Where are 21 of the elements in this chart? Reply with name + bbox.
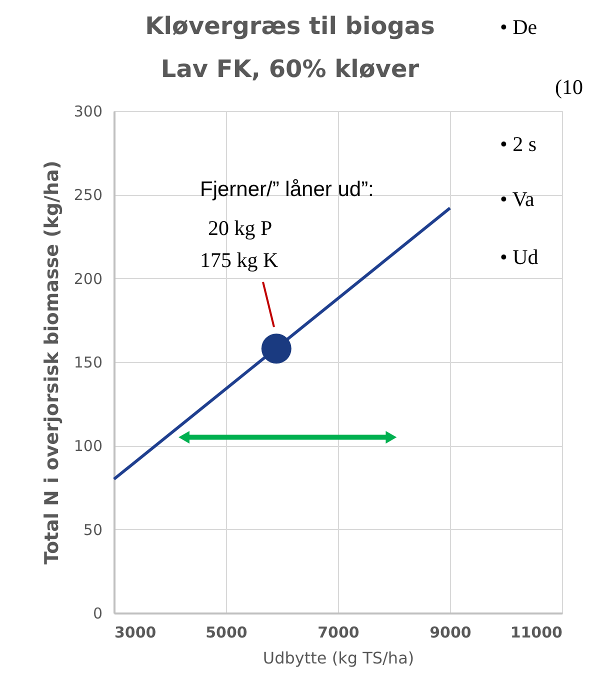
chart-title: Kløvergræs til biogas Lav FK, 60% kløver [145,12,435,83]
y-axis-title: Total N i overjorsisk biomasse (kg/ha) [40,160,63,564]
y-tick-label: 300 [74,102,102,120]
annotation: • Ud [500,245,539,269]
y-tick-label: 50 [83,520,102,539]
x-tick-label: 7000 [318,624,360,642]
y-tick-label: 200 [74,270,102,288]
text: (10 [555,75,583,99]
x-tick-label: 11000 [510,624,562,642]
y-tick-label: 0 [92,604,102,622]
annotation: • 2 s [500,132,537,156]
y-tick-label: 150 [74,354,102,372]
text: • De [500,15,538,39]
y-tick-label: 100 [74,437,102,456]
annotation: Fjerner/” låner ud”: 20 kg P 175 kg K [200,178,374,272]
x-tick-label: 5000 [206,624,248,642]
x-tick-label: 9000 [430,624,472,642]
annotation: • Va [500,187,536,211]
x-tick-label: 3000 [114,624,156,642]
y-tick-label: 250 [74,186,102,204]
x-axis-title: Udbytte (kg TS/ha) [262,648,414,668]
